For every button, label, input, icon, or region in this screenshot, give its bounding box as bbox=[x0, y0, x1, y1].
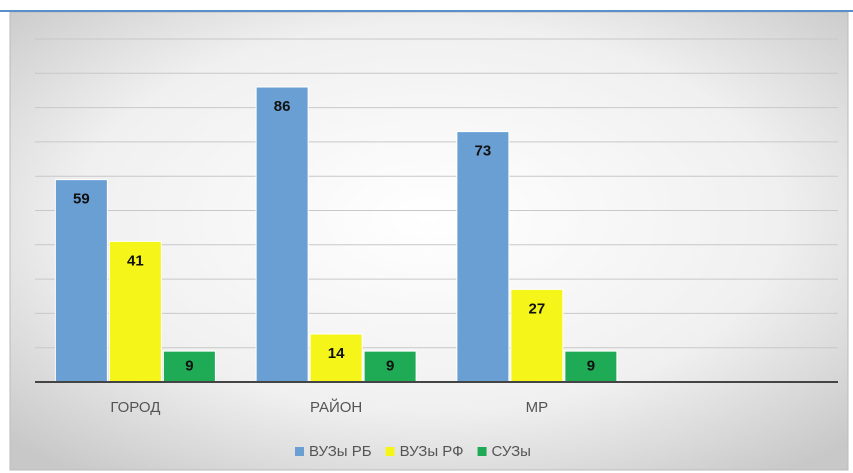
data-label: 9 bbox=[185, 358, 193, 375]
legend-label: ВУЗы РФ bbox=[400, 443, 464, 460]
x-tick-label: ГОРОД bbox=[110, 399, 160, 416]
bar bbox=[255, 86, 309, 383]
data-label: 41 bbox=[127, 252, 144, 269]
bar bbox=[309, 333, 363, 383]
bar bbox=[162, 350, 216, 383]
data-label: 59 bbox=[73, 191, 90, 208]
x-tick-label: МР bbox=[526, 399, 549, 416]
data-label: 14 bbox=[328, 345, 345, 362]
legend-swatch bbox=[295, 447, 304, 456]
legend-label: СУЗы bbox=[492, 443, 531, 460]
data-label: 73 bbox=[475, 143, 492, 160]
bar bbox=[54, 179, 108, 383]
data-label: 9 bbox=[587, 358, 595, 375]
legend-label: ВУЗы РБ bbox=[309, 443, 372, 460]
bar bbox=[108, 240, 162, 383]
legend-swatch bbox=[477, 447, 487, 456]
bar bbox=[456, 131, 510, 383]
x-tick-label: РАЙОН bbox=[310, 398, 362, 416]
legend-swatch bbox=[385, 447, 395, 456]
data-label: 9 bbox=[386, 358, 394, 375]
data-label: 27 bbox=[529, 300, 546, 317]
data-label: 86 bbox=[274, 98, 291, 115]
